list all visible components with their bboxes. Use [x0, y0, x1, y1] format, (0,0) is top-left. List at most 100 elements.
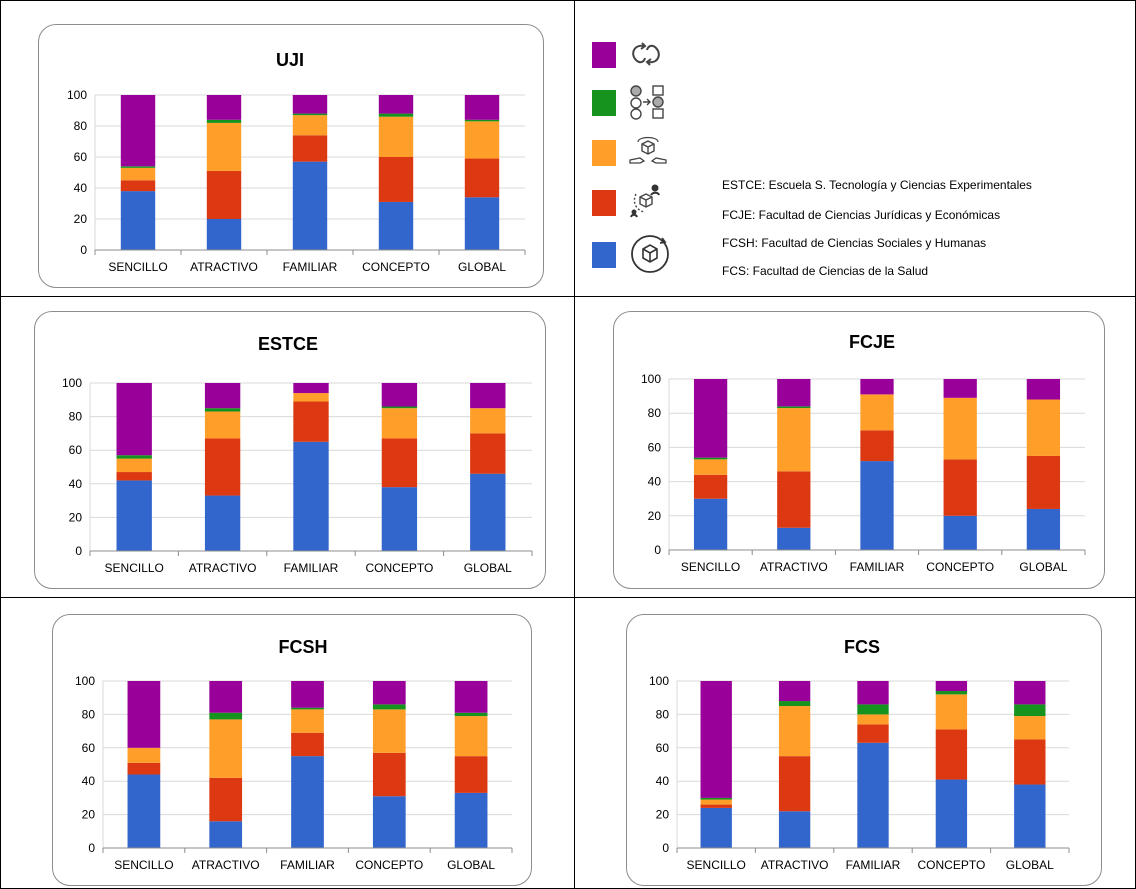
bar-segment	[378, 157, 414, 202]
bar-segment	[943, 397, 977, 460]
chart-title: ESTCE	[258, 334, 318, 354]
x-category-label: ATRACTIVO	[192, 858, 260, 872]
bar-segment	[693, 498, 728, 550]
cycle-arrows-icon	[628, 38, 664, 75]
y-tick-label: 100	[641, 372, 661, 386]
bar-segment	[470, 383, 506, 409]
bar-segment	[935, 691, 968, 695]
legend-swatch-purple	[592, 42, 616, 68]
bar-segment	[857, 724, 889, 743]
hands-exchange-cube-icon	[628, 134, 668, 173]
bar-segment	[127, 681, 161, 748]
bar-segment	[204, 383, 241, 409]
bar-segment	[693, 457, 728, 460]
bar-segment	[292, 115, 328, 136]
chart-title: FCSH	[279, 637, 328, 657]
bar-segment	[209, 821, 243, 848]
bar-segment	[935, 681, 968, 692]
bar-segment	[464, 119, 500, 122]
table-divider-vertical	[574, 0, 575, 889]
bar-segment	[778, 681, 811, 702]
y-tick-label: 0	[75, 544, 82, 558]
x-category-label: SENCILLO	[105, 561, 164, 575]
bar-segment	[204, 495, 241, 551]
bar-segment	[372, 752, 406, 797]
bar-segment	[120, 95, 156, 167]
bar-segment	[935, 729, 968, 780]
bar-segment	[204, 438, 241, 496]
y-tick-label: 60	[69, 443, 83, 457]
bar-segment	[470, 473, 506, 551]
bar-segment	[693, 474, 728, 499]
bar-segment	[127, 774, 161, 848]
y-tick-label: 60	[74, 150, 88, 164]
x-category-label: ATRACTIVO	[761, 858, 829, 872]
bar-segment	[700, 797, 732, 800]
y-tick-label: 60	[82, 741, 96, 755]
bar-segment	[372, 796, 406, 848]
x-category-label: CONCEPTO	[362, 260, 430, 274]
y-tick-label: 20	[648, 509, 662, 523]
bar-segment	[943, 459, 977, 516]
bar-segment	[120, 191, 156, 250]
bar-segment	[778, 811, 811, 848]
bar-segment	[454, 712, 488, 717]
bar-segment	[778, 706, 811, 757]
y-tick-label: 80	[648, 406, 662, 420]
bar-segment	[209, 777, 243, 822]
bar-segment	[127, 762, 161, 775]
y-tick-label: 20	[74, 212, 88, 226]
bar-segment	[777, 379, 811, 407]
x-category-label: GLOBAL	[1006, 858, 1054, 872]
y-tick-label: 40	[656, 774, 670, 788]
table-divider-row-1	[0, 296, 1136, 297]
bar-segment	[935, 779, 968, 848]
y-tick-label: 0	[662, 841, 669, 855]
bar-segment	[206, 119, 242, 123]
bar-segment	[693, 459, 728, 475]
y-tick-label: 0	[80, 243, 87, 257]
bar-segment	[700, 681, 732, 798]
y-tick-label: 100	[649, 674, 669, 688]
legend: ESTCE: Escuela S. Tecnología y Ciencias …	[588, 28, 1128, 298]
x-category-label: FAMILIAR	[280, 858, 335, 872]
legend-abbr-fcsh: FCSH: Facultad de Ciencias Sociales y Hu…	[722, 236, 987, 250]
bar-segment	[116, 458, 152, 473]
x-category-label: SENCILLO	[687, 858, 746, 872]
person-cube-icon	[628, 182, 664, 223]
bar-segment	[860, 430, 894, 462]
bar-segment	[116, 472, 152, 481]
bar-segment	[860, 379, 894, 395]
bar-segment	[120, 180, 156, 192]
bar-segment	[378, 116, 414, 157]
bar-segment	[777, 406, 811, 409]
y-tick-label: 40	[74, 181, 88, 195]
legend-abbr-estce: ESTCE: Escuela S. Tecnología y Ciencias …	[722, 178, 1032, 192]
bar-segment	[116, 480, 152, 551]
x-category-label: GLOBAL	[447, 858, 495, 872]
bar-segment	[470, 408, 506, 434]
bar-segment	[291, 756, 324, 848]
bar-segment	[293, 401, 329, 442]
x-category-label: CONCEPTO	[355, 858, 423, 872]
bar-segment	[1014, 704, 1046, 717]
y-tick-label: 80	[656, 707, 670, 721]
bar-segment	[857, 714, 889, 725]
bar-segment	[454, 716, 488, 757]
bar-segment	[116, 383, 152, 456]
bar-segment	[778, 756, 811, 812]
y-tick-label: 0	[654, 543, 661, 557]
bar-segment	[1014, 784, 1046, 848]
bar-segment	[204, 408, 241, 412]
bar-segment	[778, 701, 811, 707]
bar-segment	[470, 433, 506, 474]
bar-segment	[292, 135, 328, 162]
bar-segment	[464, 158, 500, 198]
bar-segment	[293, 383, 329, 394]
bar-segment	[378, 113, 414, 117]
bar-segment	[935, 694, 968, 730]
x-category-label: FAMILIAR	[850, 560, 905, 574]
bar-segment	[206, 95, 242, 120]
bar-segment	[1014, 716, 1046, 740]
